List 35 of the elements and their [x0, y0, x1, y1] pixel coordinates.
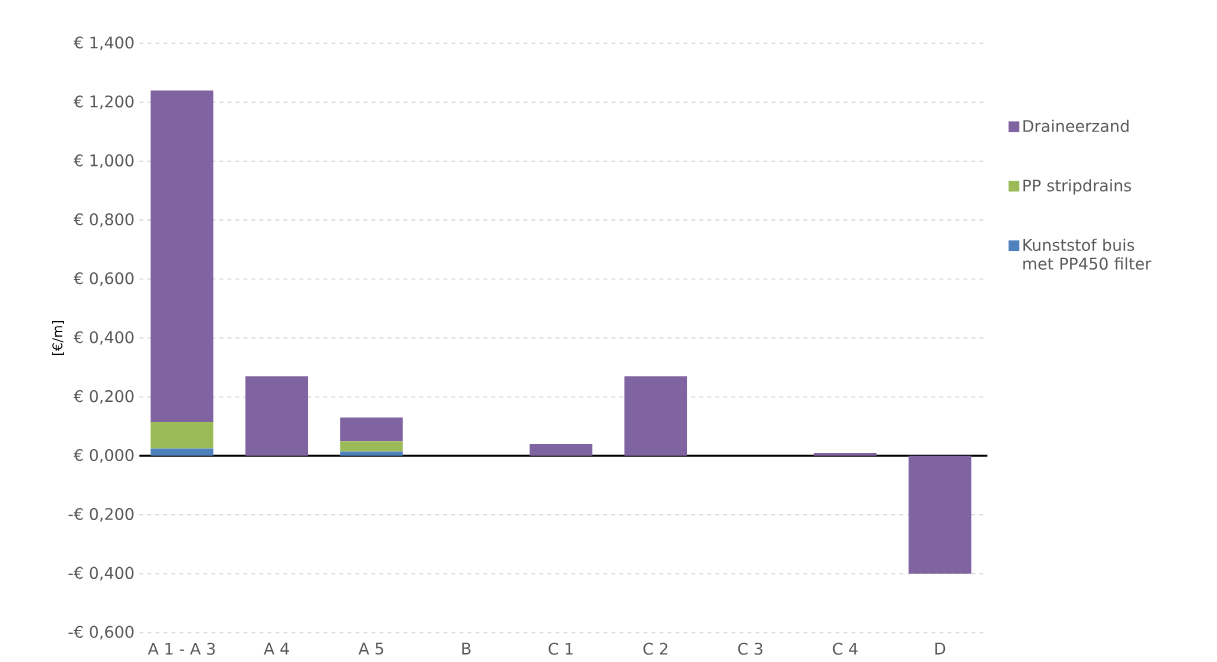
- bar: [150, 90, 214, 422]
- y-tick-label: € 0,800: [73, 213, 134, 227]
- bar: [529, 444, 593, 456]
- y-tick-label: -€ 0,600: [68, 625, 134, 640]
- bar: [245, 376, 309, 456]
- bar: [340, 441, 403, 452]
- y-tick-label: -€ 0,400: [68, 566, 134, 581]
- bar: [624, 376, 688, 456]
- bar: [813, 452, 877, 456]
- x-tick-label: C 1: [548, 642, 573, 655]
- bar: [340, 451, 403, 456]
- y-axis-title: [€/m]: [52, 320, 64, 356]
- y-tick-label: € 0,000: [73, 449, 134, 463]
- legend-label: PP stripdrains: [1023, 179, 1131, 195]
- bar: [340, 417, 403, 442]
- x-tick-label: A 5: [358, 642, 384, 655]
- x-tick-label: C 4: [832, 642, 858, 655]
- bar: [908, 455, 972, 574]
- y-tick-label: € 1,200: [73, 95, 134, 110]
- bar: [150, 421, 214, 449]
- x-tick-label: C 2: [643, 642, 668, 655]
- y-tick-label: € 0,400: [73, 331, 134, 345]
- x-tick-label: B: [462, 642, 471, 655]
- bar: [150, 448, 214, 456]
- x-tick-label: C 3: [738, 642, 763, 655]
- y-tick-label: € 0,600: [73, 272, 134, 286]
- x-tick-label: A 1 - A 3: [147, 642, 215, 655]
- y-tick-label: -€ 0,200: [68, 507, 134, 522]
- legend-label: Kunststof buis met PP450 filter: [1023, 238, 1152, 270]
- legend-label: Draineerzand: [1023, 119, 1129, 133]
- y-tick-label: € 1,000: [73, 154, 134, 169]
- y-tick-label: € 1,400: [73, 36, 134, 51]
- y-tick-label: € 0,200: [73, 390, 134, 404]
- x-tick-label: D: [935, 642, 946, 655]
- x-tick-label: A 4: [263, 642, 289, 655]
